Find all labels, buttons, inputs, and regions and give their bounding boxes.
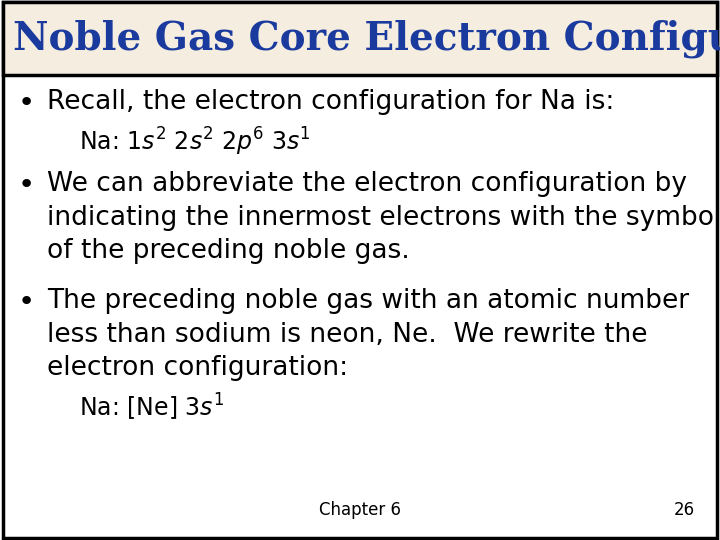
Text: 26: 26 bbox=[674, 502, 695, 519]
Text: •: • bbox=[18, 171, 35, 199]
Text: Noble Gas Core Electron Configurations: Noble Gas Core Electron Configurations bbox=[13, 19, 720, 58]
Text: less than sodium is neon, Ne.  We rewrite the: less than sodium is neon, Ne. We rewrite… bbox=[47, 322, 647, 348]
Text: Recall, the electron configuration for Na is:: Recall, the electron configuration for N… bbox=[47, 89, 614, 115]
Text: of the preceding noble gas.: of the preceding noble gas. bbox=[47, 238, 410, 264]
Text: Na: [Ne] $3s^1$: Na: [Ne] $3s^1$ bbox=[79, 392, 225, 423]
Text: •: • bbox=[18, 288, 35, 316]
Text: indicating the innermost electrons with the symbol: indicating the innermost electrons with … bbox=[47, 205, 720, 231]
Text: •: • bbox=[18, 89, 35, 117]
Text: electron configuration:: electron configuration: bbox=[47, 355, 348, 381]
Text: The preceding noble gas with an atomic number: The preceding noble gas with an atomic n… bbox=[47, 288, 689, 314]
Bar bbox=[3, 2, 717, 75]
Text: Na: $1s^2\ 2s^2\ 2p^6\ 3s^1$: Na: $1s^2\ 2s^2\ 2p^6\ 3s^1$ bbox=[79, 126, 311, 158]
Text: We can abbreviate the electron configuration by: We can abbreviate the electron configura… bbox=[47, 171, 687, 197]
Text: Chapter 6: Chapter 6 bbox=[319, 502, 401, 519]
